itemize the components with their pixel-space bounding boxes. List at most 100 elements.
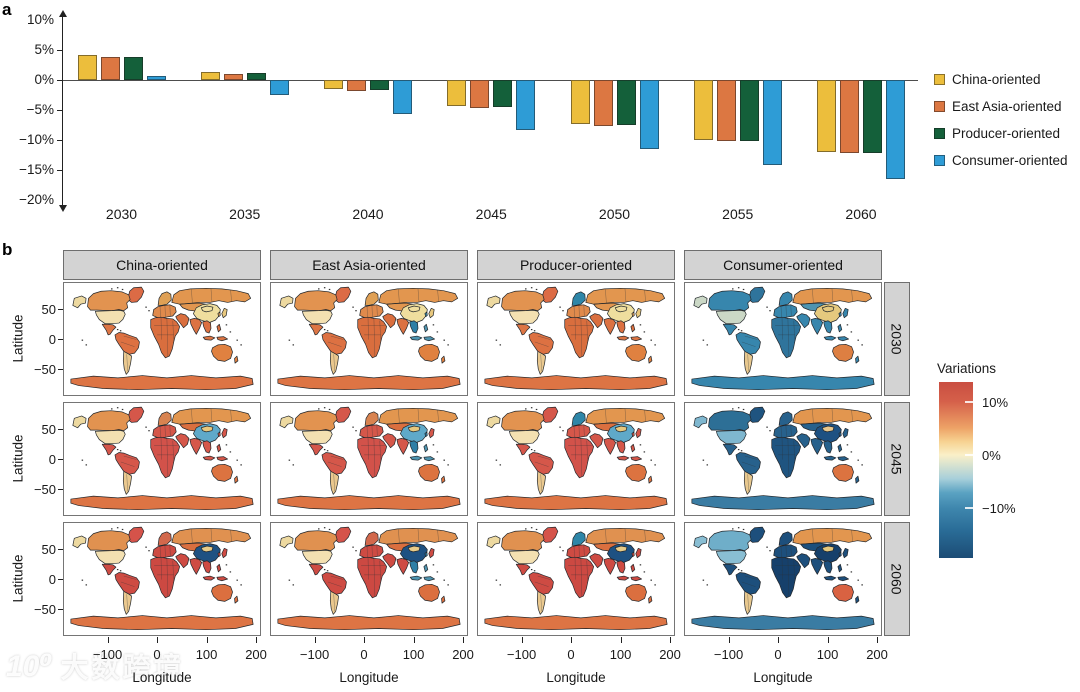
lat-tick-mark [58, 579, 63, 580]
small-island-icon [495, 339, 498, 341]
small-island-icon [850, 331, 853, 333]
region-korea [839, 552, 841, 557]
small-island-icon [737, 568, 740, 571]
small-island-icon [436, 331, 439, 333]
region-antarctica [278, 616, 460, 630]
region-indonesia [617, 576, 642, 581]
region-korea [632, 312, 634, 317]
country-border-line [748, 474, 749, 491]
region-antarctica [71, 496, 253, 510]
country-border-line [510, 550, 537, 551]
small-island-icon [525, 288, 527, 290]
country-border-line [303, 550, 330, 551]
lon-tick-mark [463, 637, 465, 643]
region-india [397, 438, 409, 454]
region-india [604, 438, 616, 454]
region-sa_north [529, 333, 554, 355]
small-island-icon [240, 464, 242, 466]
country-border-line [541, 354, 542, 371]
small-island-icon [352, 306, 354, 308]
region-australia [832, 344, 853, 361]
small-island-icon [225, 444, 228, 446]
x-axis-year-label: 2045 [475, 206, 507, 222]
small-island-icon [116, 328, 119, 331]
small-island-icon [292, 344, 295, 346]
region-greenland [128, 527, 144, 542]
country-border-line [328, 342, 342, 347]
region-antarctica [692, 616, 874, 630]
small-island-icon [861, 344, 863, 346]
country-border-line [625, 289, 626, 303]
longitude-axis-title: Longitude [132, 670, 192, 685]
region-india [604, 318, 616, 334]
world-map [685, 283, 881, 395]
small-island-icon [116, 448, 119, 451]
region-mongolia [201, 546, 213, 552]
small-island-icon [650, 579, 652, 581]
region-africa [565, 437, 594, 478]
region-indonesia [203, 576, 228, 581]
region-mideast [797, 434, 810, 448]
small-island-icon [85, 464, 88, 466]
small-island-icon [352, 546, 354, 548]
region-europe [360, 305, 384, 319]
country-border-line [334, 594, 335, 611]
small-island-icon [443, 579, 445, 581]
map-panel-2030-4 [684, 282, 882, 396]
region-indonesia [410, 576, 435, 581]
region-korea [632, 432, 634, 437]
region-sa_north [322, 573, 347, 595]
small-island-icon [737, 328, 740, 331]
facet-strip-col-4: Consumer-oriented [684, 250, 882, 280]
map-panel-2060-3 [477, 522, 675, 636]
bar-east-asia-oriented-2060 [840, 80, 859, 154]
region-mideast [383, 314, 396, 328]
small-island-icon [148, 550, 150, 552]
x-axis-year-label: 2060 [845, 206, 877, 222]
small-island-icon [81, 459, 84, 461]
region-mexico [309, 324, 323, 335]
small-island-icon [846, 564, 849, 566]
country-border-line [374, 318, 375, 356]
lon-tick-label: −100 [92, 647, 123, 662]
country-border-line [211, 409, 212, 423]
country-border-line [605, 289, 606, 303]
small-island-icon [732, 288, 734, 290]
small-island-icon [432, 564, 435, 566]
region-neurope [572, 532, 585, 546]
region-greenland [542, 287, 558, 302]
legend-item: East Asia-oriented [934, 99, 1062, 114]
small-island-icon [495, 459, 498, 461]
small-island-icon [639, 564, 642, 566]
longitude-axis-title: Longitude [546, 670, 606, 685]
region-australia [625, 584, 646, 601]
region-antarctica [278, 496, 460, 510]
country-border-line [96, 550, 123, 551]
region-europe [153, 305, 177, 319]
small-island-icon [111, 408, 113, 410]
region-africa [358, 557, 387, 598]
small-island-icon [355, 310, 357, 312]
country-border-line [605, 529, 606, 543]
region-philippines [217, 444, 221, 452]
region-usa [509, 430, 539, 444]
region-philippines [838, 444, 842, 452]
lon-tick-mark [670, 637, 672, 643]
legend-item: China-oriented [934, 72, 1041, 87]
small-island-icon [559, 426, 561, 428]
region-mongolia [822, 306, 834, 312]
map-panel-2045-2 [270, 402, 468, 516]
region-nz [649, 476, 652, 483]
small-island-icon [530, 407, 533, 409]
country-border-line [380, 441, 381, 462]
region-mexico [516, 444, 530, 455]
small-island-icon [499, 344, 502, 346]
region-philippines [838, 564, 842, 572]
region-europe [360, 425, 384, 439]
country-border-line [832, 289, 833, 303]
lon-tick-mark [778, 637, 780, 643]
region-mexico [516, 564, 530, 575]
region-canada [295, 291, 338, 311]
small-island-icon [530, 328, 533, 331]
region-sea [410, 561, 418, 573]
